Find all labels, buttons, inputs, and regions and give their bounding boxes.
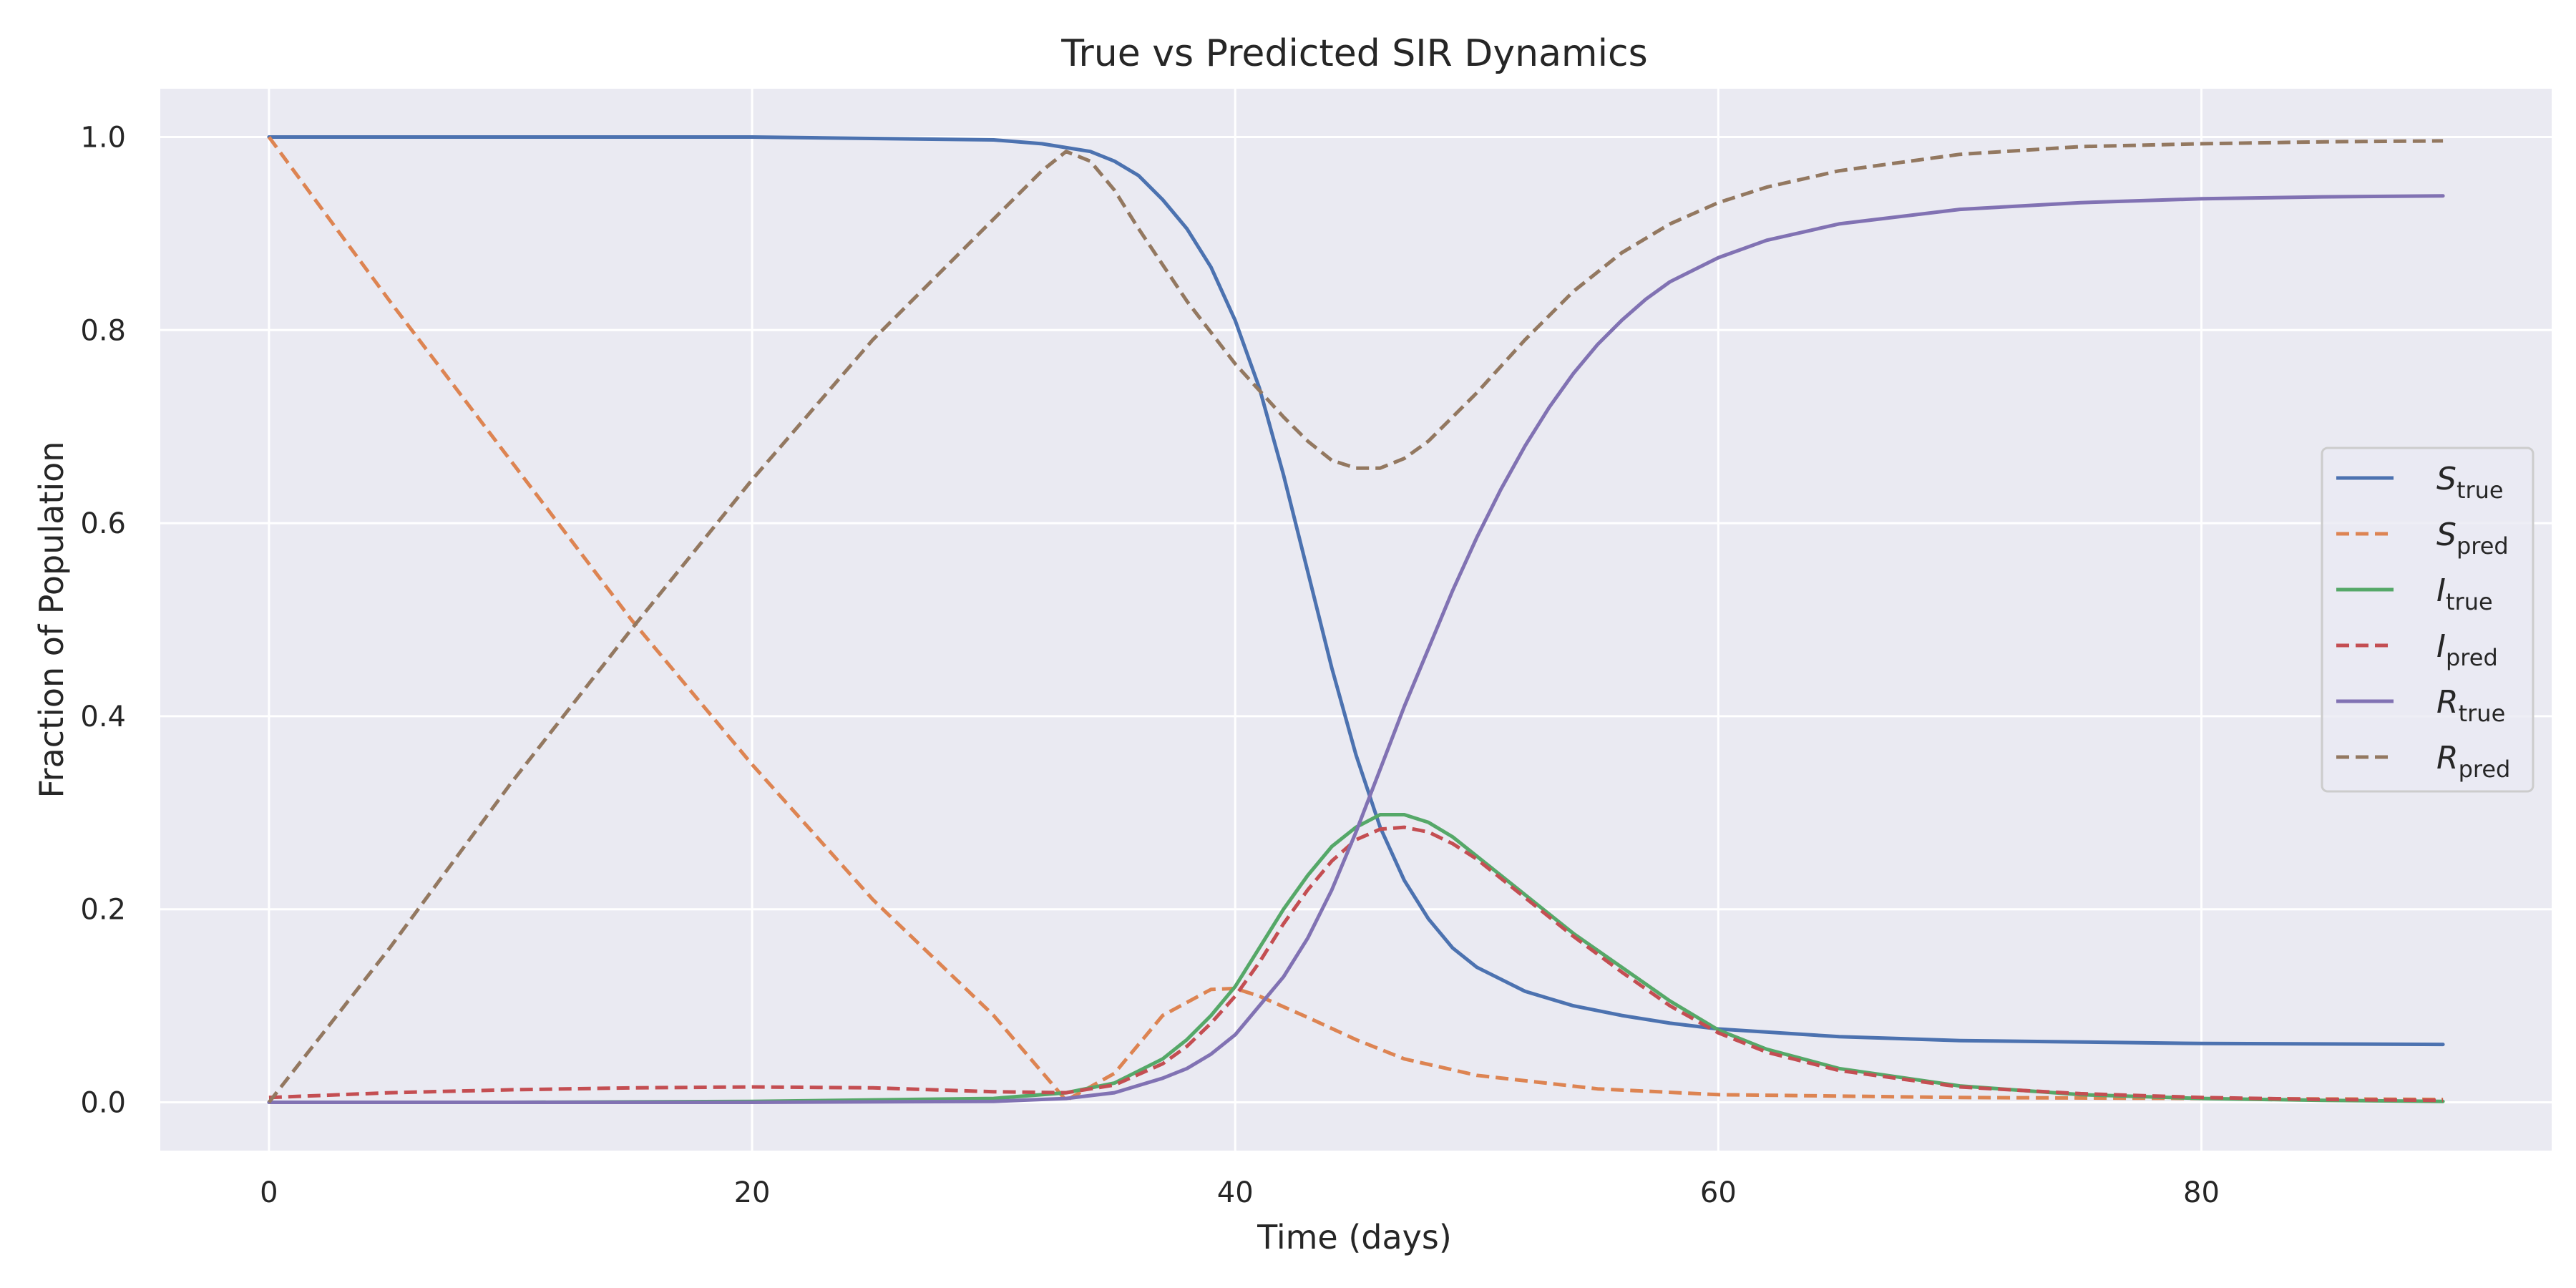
y-tick-label: 0.8 <box>80 314 126 347</box>
series-line-s-true <box>267 135 2445 1047</box>
y-tick-label: 1.0 <box>80 121 126 154</box>
series-line-i-pred <box>268 825 2444 1103</box>
legend-label: Spred <box>2436 517 2509 560</box>
legend-label: Rpred <box>2436 740 2510 783</box>
x-tick-label: 40 <box>1217 1176 1254 1209</box>
x-tick-label: 80 <box>2183 1176 2220 1209</box>
legend-label: Strue <box>2436 461 2504 504</box>
axis-ticks: 0 20 40 60 80 0.0 0.2 0.4 0.6 0.8 1.0 <box>80 121 2220 1209</box>
x-tick-label: 0 <box>260 1176 278 1209</box>
series-line-r-pred <box>267 139 2444 1104</box>
series-lines <box>267 135 2445 1104</box>
legend-label: Itrue <box>2436 572 2493 615</box>
y-tick-label: 0.0 <box>80 1087 126 1120</box>
x-tick-label: 60 <box>1700 1176 1737 1209</box>
series-line-r-true <box>267 194 2445 1104</box>
y-tick-label: 0.2 <box>80 894 126 927</box>
y-axis-label: Fraction of Population <box>32 441 71 799</box>
x-tick-label: 20 <box>734 1176 771 1209</box>
series-line-i-true <box>267 813 2445 1104</box>
x-axis-label: Time (days) <box>1257 1218 1452 1257</box>
legend-label: Ipred <box>2436 628 2498 671</box>
chart-title: True vs Predicted SIR Dynamics <box>1060 32 1647 75</box>
legend-box <box>2321 447 2534 793</box>
series-line-s-pred <box>267 136 2444 1103</box>
y-tick-label: 0.4 <box>80 701 126 733</box>
y-tick-label: 0.6 <box>80 507 126 540</box>
legend-label: Rtrue <box>2436 684 2505 727</box>
legend: Strue Spred Itrue Ipred Rtrue Rpred <box>2321 447 2534 793</box>
plot-area <box>160 89 2552 1151</box>
